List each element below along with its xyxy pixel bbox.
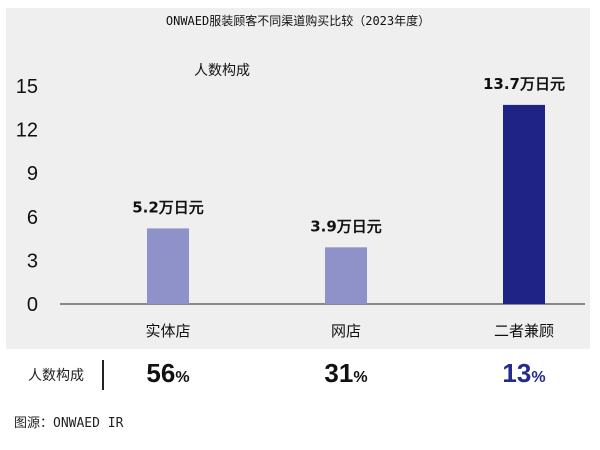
percentage-number: 31 [324,358,354,388]
y-tick-label: 0 [27,294,38,316]
data-label: 3.9万日元 [310,217,382,235]
plot-background [6,8,590,349]
x-tick-label: 二者兼顾 [494,322,554,340]
data-label: 13.7万日元 [483,75,565,93]
y-tick-label: 15 [16,76,38,98]
data-label: 5.2万日元 [132,198,204,216]
y-axis-label: 人数构成 [194,63,250,79]
composition-divider [102,360,104,390]
source-note: 图源：ONWAED IR [14,416,124,431]
percentage-unit: % [353,369,368,386]
y-tick-label: 6 [27,207,38,229]
percentage-unit: % [175,369,190,386]
y-tick-label: 12 [16,120,38,142]
bar [503,104,545,304]
chart-title: ONWAED服装顾客不同渠道购买比较（2023年度） [166,13,430,28]
bar [325,247,367,304]
y-tick-label: 9 [27,163,38,185]
percentage-value: 13% [502,358,545,389]
percentage-value: 31% [324,358,367,389]
composition-label: 人数构成 [28,368,84,384]
bar [147,228,189,304]
composition-row: 人数构成 56% 31% 13% [16,350,590,400]
y-tick-label: 3 [27,250,38,272]
percentage-number: 13 [502,358,532,388]
percentage-value: 56% [146,358,189,389]
x-tick-label: 网店 [331,322,361,340]
x-tick-label: 实体店 [145,322,190,340]
percentage-number: 56 [146,358,176,388]
percentage-unit: % [531,369,546,386]
